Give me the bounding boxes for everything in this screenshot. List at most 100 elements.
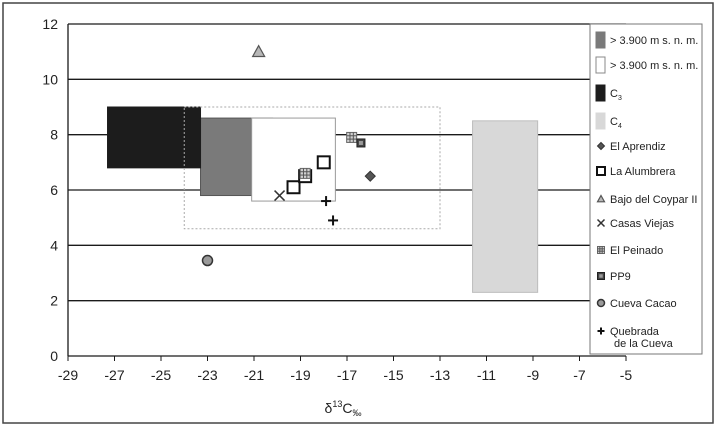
legend-symbol-square <box>596 166 606 176</box>
legend-swatch <box>595 31 606 49</box>
x-tick-label: -29 <box>58 367 78 383</box>
y-tick-label: 10 <box>42 71 58 87</box>
region-box <box>472 120 539 293</box>
legend-item: Casas Viejas <box>596 218 674 230</box>
legend-label: El Aprendiz <box>610 141 666 153</box>
y-tick-label: 6 <box>50 182 58 198</box>
x-tick-label: -11 <box>477 367 496 383</box>
data-point-hash <box>299 167 311 179</box>
x-tick-label: -15 <box>383 367 403 383</box>
legend-symbol-x <box>596 218 606 228</box>
legend-item: El Aprendiz <box>596 141 666 153</box>
legend-label: Quebrada <box>610 326 660 338</box>
region-box <box>183 106 441 230</box>
legend-label-line2: de la Cueva <box>614 338 674 350</box>
diamond-marker <box>364 170 376 182</box>
x-stroke <box>274 190 286 202</box>
data-point-plus <box>328 215 339 226</box>
circle-marker <box>201 254 214 267</box>
data-point-square <box>286 180 301 195</box>
legend-item: > 3.900 m s. n. m. <box>595 31 698 49</box>
legend-item: > 3.900 m s. n. m. <box>595 56 698 74</box>
data-point-diamond <box>364 170 376 182</box>
legend-swatch <box>595 84 606 102</box>
legend-label: > 3.900 m s. n. m. <box>610 60 698 72</box>
legend-symbol-circle <box>596 298 606 308</box>
data-point-x <box>274 190 286 202</box>
data-point-hash <box>346 131 358 143</box>
circle-marker <box>596 298 606 308</box>
x-axis-label: δ13C‰ <box>325 399 362 418</box>
legend-box <box>589 23 703 355</box>
hash-box <box>597 246 605 254</box>
filled-square-inner <box>599 274 603 278</box>
x-tick-label: -5 <box>620 367 633 383</box>
x-tick-label: -9 <box>527 367 540 383</box>
triangle-marker <box>251 44 266 58</box>
legend-label-text: Quebrada <box>610 326 660 338</box>
legend-symbol-plus <box>597 327 605 335</box>
legend-label-text: Bajo del Coypar II <box>610 194 697 206</box>
legend-swatch <box>595 56 606 74</box>
legend-label: C3 <box>610 88 622 102</box>
legend-label: > 3.900 m s. n. m. <box>610 35 698 47</box>
legend-item: C4 <box>595 112 622 130</box>
data-point-filled-square <box>356 138 366 148</box>
legend-item: Bajo del Coypar II <box>596 194 697 206</box>
legend-label-subscript: 3 <box>618 95 622 102</box>
legend-label-text: Cueva Cacao <box>610 298 677 310</box>
legend-label-text: > 3.900 m s. n. m. <box>610 60 698 72</box>
y-tick-label: 2 <box>50 293 58 309</box>
filled-square-inner <box>358 140 363 145</box>
legend-item: La Alumbrera <box>596 166 676 178</box>
legend-label-text: > 3.900 m s. n. m. <box>610 35 698 47</box>
legend-label: Casas Viejas <box>610 218 674 230</box>
diamond-marker <box>596 141 606 151</box>
legend-label-subscript: 4 <box>618 123 622 130</box>
legend-label: El Peinado <box>610 245 663 257</box>
x-tick-label: -13 <box>430 367 450 383</box>
legend-label-text: El Aprendiz <box>610 141 666 153</box>
legend-label-text: Casas Viejas <box>610 218 674 230</box>
data-point-circle <box>201 254 214 267</box>
legend-label-text: PP9 <box>610 271 631 283</box>
x-tick-label: -27 <box>104 367 124 383</box>
legend-label-text: C <box>610 116 618 128</box>
legend-label-text: La Alumbrera <box>610 166 676 178</box>
legend-symbol-hash <box>597 246 605 254</box>
legend-item: Cueva Cacao <box>596 298 677 310</box>
x-tick-label: -25 <box>151 367 171 383</box>
x-tick-label: -23 <box>197 367 217 383</box>
legend-label: PP9 <box>610 271 631 283</box>
hash-box <box>299 167 311 179</box>
hash-box <box>346 131 358 143</box>
legend-swatch <box>595 112 606 130</box>
x-tick-label: -19 <box>290 367 310 383</box>
square-marker <box>286 180 301 195</box>
legend: > 3.900 m s. n. m.> 3.900 m s. n. m.C3C4… <box>589 23 703 355</box>
legend-label-text: C <box>610 88 618 100</box>
legend-label: Cueva Cacao <box>610 298 677 310</box>
legend-symbol-filled-square <box>597 272 605 280</box>
x-tick-label: -7 <box>573 367 586 383</box>
legend-symbol-diamond <box>596 141 606 151</box>
legend-item: PP9 <box>597 271 631 283</box>
square-marker <box>596 166 606 176</box>
legend-item: C3 <box>595 84 622 102</box>
legend-label-text: El Peinado <box>610 245 663 257</box>
data-point-triangle <box>251 44 266 58</box>
legend-label: La Alumbrera <box>610 166 676 178</box>
square-marker <box>316 155 331 170</box>
data-points <box>201 44 376 267</box>
legend-label: C4 <box>610 116 622 130</box>
y-tick-label: 8 <box>50 127 58 143</box>
y-tick-label: 4 <box>50 237 58 253</box>
x-tick-label: -17 <box>337 367 357 383</box>
axes: 0 2 4 6 8 10 12 -29 -27 -25 -23 -21 -19 -17 -15 -13 -11 -… <box>42 16 632 383</box>
x-tick-label: -21 <box>244 367 264 383</box>
legend-label: Bajo del Coypar II <box>610 194 697 206</box>
y-tick-label: 12 <box>42 16 58 32</box>
x-axis-title: δ13C‰ <box>325 399 362 418</box>
legend-symbol-triangle <box>596 194 606 203</box>
